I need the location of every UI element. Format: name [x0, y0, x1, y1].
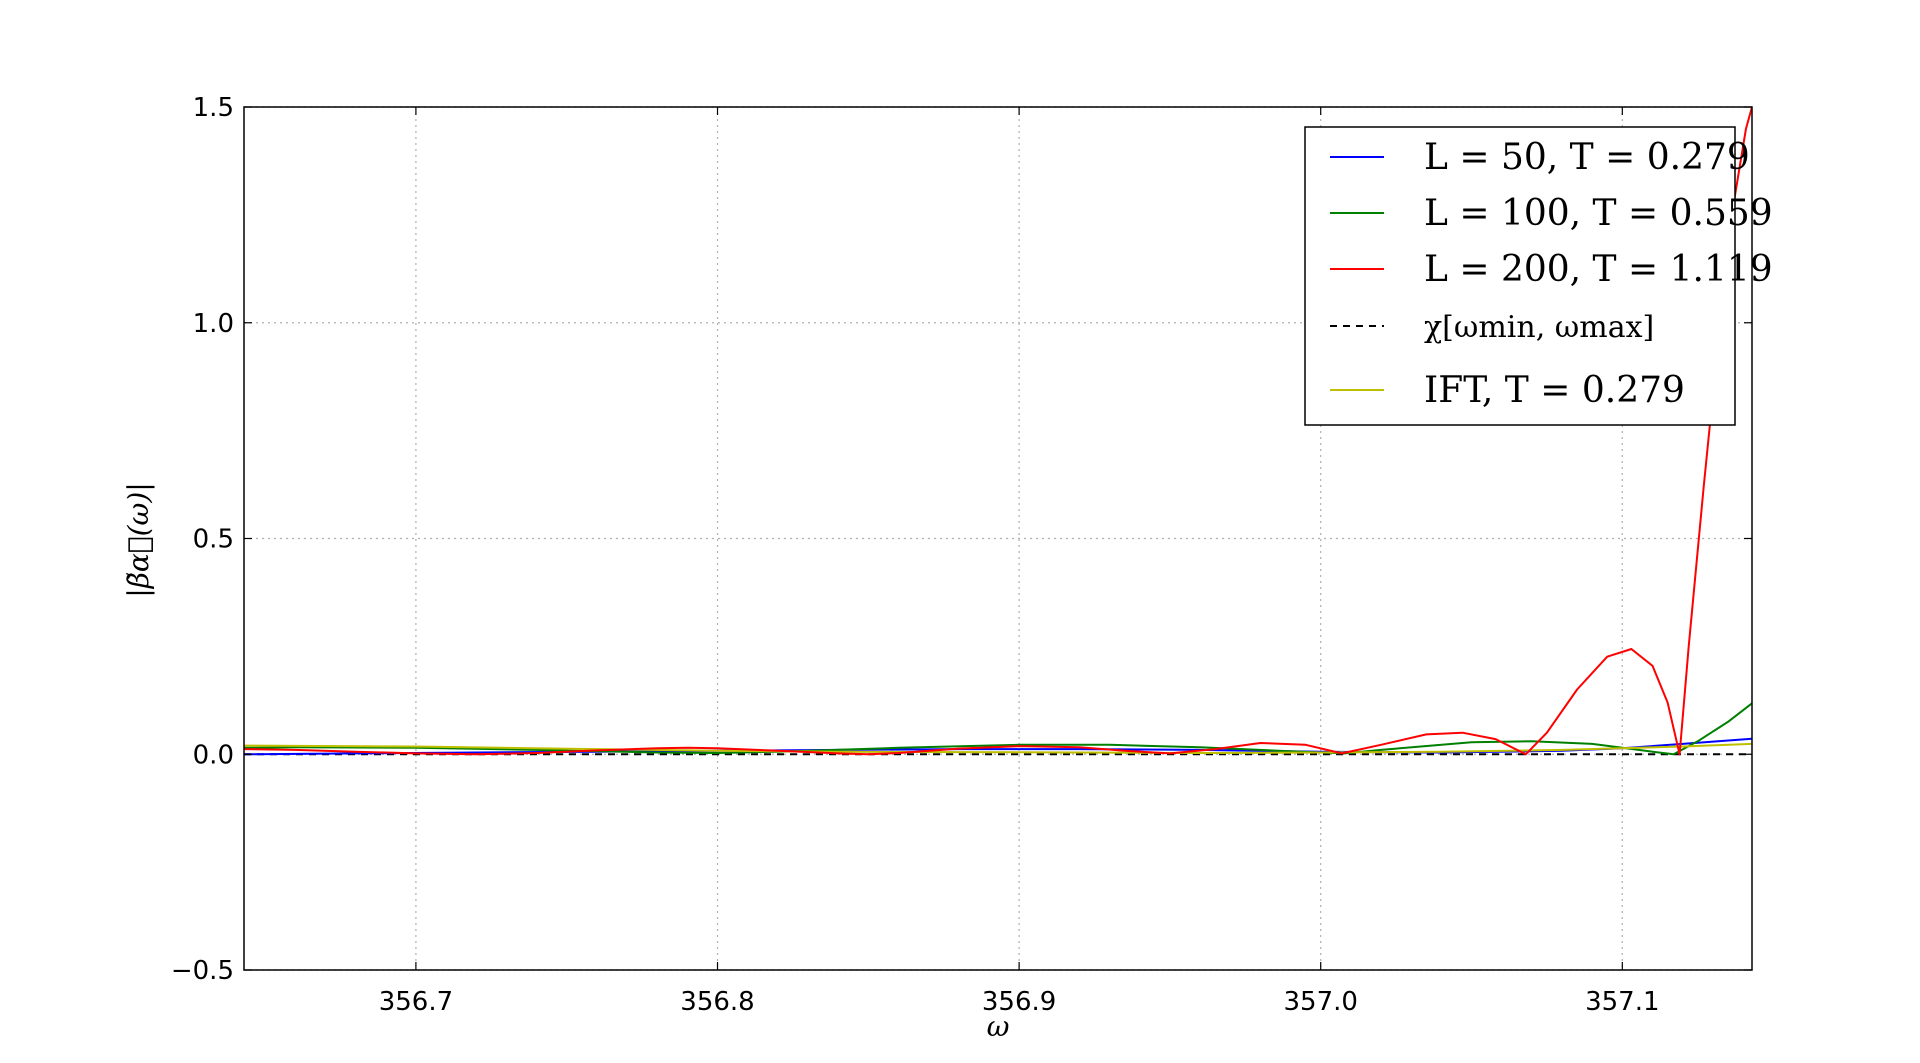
series-line-4	[244, 742, 1752, 754]
ticks	[244, 106, 1752, 971]
x-tick-label: 357.0	[1283, 987, 1357, 1017]
legend-label-l100: L = 100, T = 0.559	[1424, 193, 1773, 234]
x-tick-label: 357.1	[1585, 987, 1659, 1017]
legend-label-chi: χ[ωmin, ωmax]	[1424, 310, 1654, 345]
x-tick-label: 356.9	[982, 987, 1056, 1017]
y-tick-label: 1.0	[193, 309, 234, 339]
x-tick-label: 356.7	[379, 987, 453, 1017]
series-line-2	[244, 107, 1752, 756]
y-tick-label: 1.5	[193, 93, 234, 123]
legend-label-ift: IFT, T = 0.279	[1424, 370, 1685, 411]
x-tick-labels: 356.7 356.8 356.9 357.0 357.1	[379, 987, 1660, 1017]
legend-label-l50: L = 50, T = 0.279	[1424, 137, 1750, 178]
y-axis-label: |β̃α⃗(ω)|	[122, 482, 155, 597]
legend-box	[1304, 126, 1736, 426]
series-group	[244, 107, 1752, 756]
y-tick-label: 0.0	[193, 740, 234, 770]
y-tick-label: 0.5	[193, 525, 234, 555]
legend: L = 50, T = 0.279 L = 100, T = 0.559 L =…	[1304, 126, 1773, 426]
y-tick-labels: −0.5 0.0 0.5 1.0 1.5	[171, 93, 234, 986]
x-axis-label: ω	[987, 1010, 1010, 1043]
x-tick-label: 356.8	[680, 987, 754, 1017]
y-tick-label: −0.5	[171, 956, 234, 986]
legend-label-l200: L = 200, T = 1.119	[1424, 249, 1773, 290]
